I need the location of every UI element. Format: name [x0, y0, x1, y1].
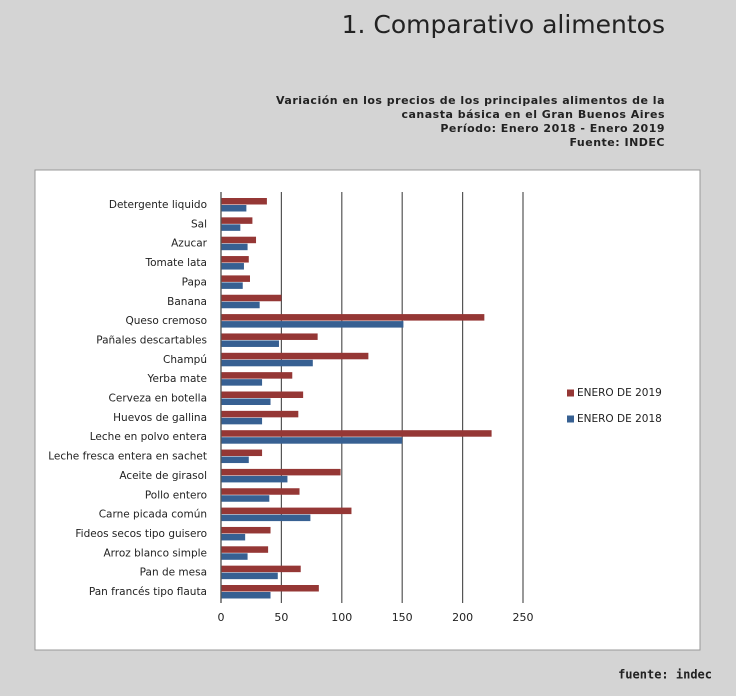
subtitle-line: Fuente: INDEC: [569, 136, 665, 149]
bar: [221, 585, 319, 592]
y-tick-label: Pan de mesa: [140, 567, 207, 579]
bar: [221, 217, 253, 224]
y-tick-label: Leche en polvo entera: [90, 431, 207, 443]
x-tick-label: 150: [392, 611, 413, 624]
x-tick-label: 100: [331, 611, 352, 624]
subtitle-line: canasta básica en el Gran Buenos Aires: [401, 108, 665, 121]
legend-swatch: [567, 389, 574, 397]
bar: [221, 275, 250, 282]
y-tick-label: Carne picada común: [99, 509, 207, 521]
bar: [221, 256, 249, 263]
y-tick-label: Pañales descartables: [96, 334, 207, 346]
bar: [221, 205, 247, 212]
bar: [221, 488, 300, 495]
subtitle-line: Período: Enero 2018 - Enero 2019: [440, 122, 665, 135]
y-tick-label: Cerveza en botella: [109, 393, 207, 405]
bar: [221, 263, 244, 270]
bar: [221, 572, 278, 580]
bar: [221, 294, 282, 302]
bar: [221, 410, 299, 418]
bar: [221, 468, 341, 476]
y-tick-label: Leche fresca entera en sachet: [48, 451, 207, 463]
bar: [221, 437, 403, 444]
bar: [221, 352, 369, 360]
bar: [221, 314, 485, 321]
page-title: 1. Comparativo alimentos: [342, 10, 665, 39]
y-tick-label: Sal: [191, 218, 207, 230]
x-tick-label: 200: [452, 611, 473, 624]
y-tick-label: Pollo entero: [145, 489, 207, 501]
y-tick-label: Champú: [163, 354, 207, 366]
bar: [221, 391, 304, 398]
y-tick-label: Pan francés tipo flauta: [89, 586, 207, 598]
bar: [221, 333, 318, 340]
bar: [221, 321, 404, 328]
y-tick-label: Queso cremoso: [126, 315, 207, 327]
bar: [221, 430, 492, 437]
legend-label: ENERO DE 2018: [577, 413, 662, 425]
legend-label: ENERO DE 2019: [577, 387, 662, 399]
y-tick-label: Fideos secos tipo guisero: [75, 528, 207, 540]
y-tick-label: Azucar: [171, 238, 208, 250]
x-tick-label: 0: [218, 611, 225, 624]
bar: [221, 449, 263, 457]
bar: [221, 565, 301, 573]
bar: [221, 282, 243, 289]
source-note: fuente: indec: [618, 668, 712, 682]
bar: [221, 526, 271, 534]
y-tick-label: Banana: [167, 296, 207, 308]
y-tick-label: Aceite de girasol: [119, 470, 207, 482]
bar: [221, 372, 293, 379]
bar: [221, 456, 249, 464]
bar: [221, 495, 270, 502]
bar: [221, 243, 248, 251]
bar: [221, 398, 271, 405]
y-tick-label: Arroz blanco simple: [103, 547, 207, 559]
subtitle-line: Variación en los precios de los principa…: [276, 94, 665, 107]
legend-swatch: [567, 415, 574, 423]
y-tick-label: Papa: [182, 276, 207, 288]
bar: [221, 553, 248, 560]
bar: [221, 475, 288, 483]
bar: [221, 198, 267, 205]
y-tick-label: Huevos de gallina: [113, 412, 207, 424]
bar: [221, 514, 311, 522]
bar: [221, 592, 271, 599]
bar: [221, 533, 246, 541]
bar: [221, 546, 269, 553]
bar: [221, 301, 260, 309]
x-tick-label: 250: [513, 611, 534, 624]
bar: [221, 379, 263, 386]
chart-panel: [34, 169, 701, 651]
y-tick-label: Tomate lata: [144, 257, 207, 269]
bar: [221, 340, 279, 347]
x-tick-label: 50: [274, 611, 288, 624]
bar: [221, 236, 257, 244]
bar: [221, 359, 313, 367]
bar: [221, 224, 241, 231]
bar: [221, 417, 263, 425]
bar: [221, 507, 352, 515]
y-tick-label: Yerba mate: [147, 373, 207, 385]
y-tick-label: Detergente liquido: [109, 199, 207, 211]
